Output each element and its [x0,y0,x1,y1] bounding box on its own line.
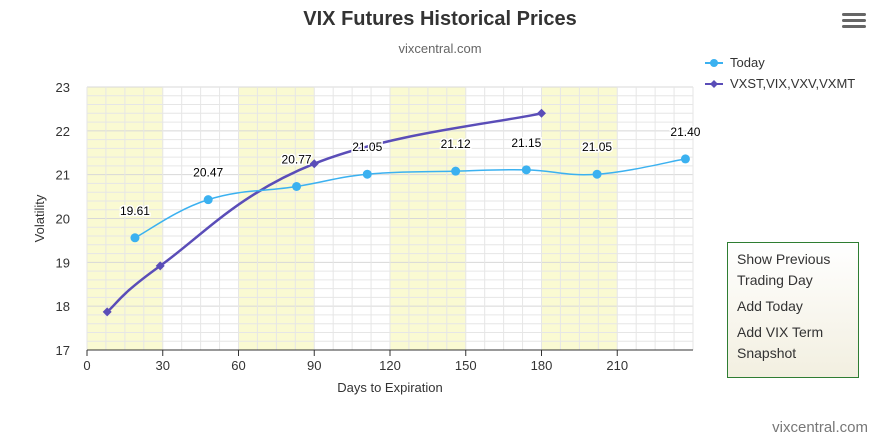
hamburger-menu-icon[interactable] [840,10,868,34]
term-series-line [106,112,542,313]
add-vix-term-button[interactable]: Add VIX Term Snapshot [737,324,824,361]
y-tick-label: 22 [56,124,70,139]
x-tick-label: 120 [379,358,401,373]
legend-item-today[interactable]: Today [705,52,855,73]
x-tick-label: 180 [531,358,553,373]
today-legend-icon [705,58,723,67]
chart-title: VIX Futures Historical Prices [303,8,577,30]
legend: Today VXST,VIX,VXV,VXMT [705,52,855,94]
today-data-label: 20.77 [282,153,312,167]
term-point [309,159,319,169]
y-tick-label: 19 [56,255,70,270]
action-panel: Show Previous Trading Day Add Today Add … [727,242,859,378]
term-point [102,307,112,317]
add-today-button[interactable]: Add Today [737,298,803,314]
today-point [592,169,602,179]
today-data-label: 21.15 [511,136,541,150]
credit-link[interactable]: vixcentral.com [772,419,868,436]
today-point [451,166,461,176]
legend-label-term: VXST,VIX,VXV,VXMT [730,76,856,91]
x-tick-label: 90 [307,358,321,373]
series-layer [102,108,690,317]
axes: 17 18 19 20 21 22 23 0 30 60 90 120 150 180 210 Days to… [32,80,693,395]
today-point [292,182,302,192]
legend-label-today: Today [730,55,765,70]
today-data-label: 21.05 [582,140,612,154]
today-point [203,195,213,205]
y-axis-title: Volatility [32,194,47,242]
today-point [680,154,690,164]
today-point [521,165,531,175]
y-tick-label: 18 [56,299,70,314]
today-series-line [134,158,686,239]
legend-item-term[interactable]: VXST,VIX,VXV,VXMT [705,73,855,94]
y-tick-label: 21 [56,168,70,183]
y-tick-label: 20 [56,212,70,227]
show-previous-day-button[interactable]: Show Previous Trading Day [737,251,831,288]
x-axis-title: Days to Expiration [337,380,443,395]
today-data-label: 21.40 [670,125,700,139]
x-tick-label: 0 [83,358,90,373]
today-point [130,233,140,243]
term-point [537,108,546,118]
x-tick-label: 210 [606,358,628,373]
chart-subtitle: vixcentral.com [398,41,482,56]
y-tick-label: 17 [56,343,70,358]
x-tick-label: 60 [231,358,245,373]
x-tick-label: 150 [455,358,477,373]
today-data-label: 20.47 [193,166,223,180]
today-data-label: 21.05 [352,140,382,154]
today-data-label: 21.12 [441,137,471,151]
data-labels: 19.61 20.47 20.77 21.05 21.12 21.15 21.05 21.40 [118,123,702,219]
term-point [155,261,165,271]
today-data-label: 19.61 [120,204,150,218]
y-tick-label: 23 [56,80,70,95]
grid-lines [86,86,694,351]
x-tick-label: 30 [156,358,170,373]
term-legend-icon [705,79,723,88]
today-point [362,169,372,179]
